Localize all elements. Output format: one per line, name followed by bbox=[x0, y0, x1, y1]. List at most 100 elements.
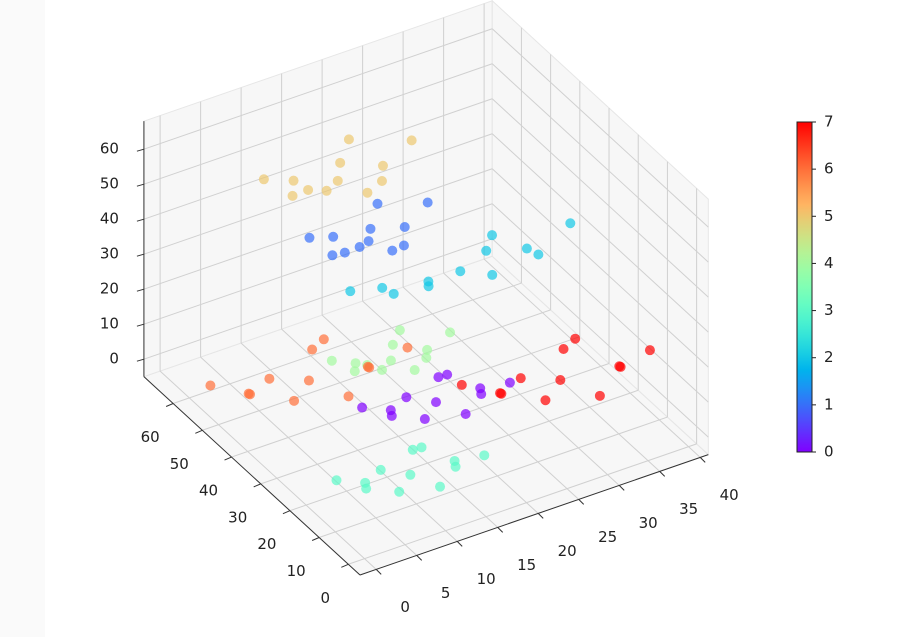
point bbox=[372, 198, 383, 209]
point bbox=[386, 410, 397, 421]
x-grid-line bbox=[483, 258, 701, 458]
point bbox=[377, 282, 388, 293]
point bbox=[555, 374, 566, 385]
point bbox=[570, 333, 581, 344]
y-axis bbox=[143, 376, 361, 576]
x-tick-label: 20 bbox=[558, 542, 577, 560]
point bbox=[328, 231, 339, 242]
point bbox=[362, 361, 373, 372]
y-grid-line bbox=[289, 389, 639, 512]
z-grid-line bbox=[491, 238, 709, 438]
z-tick-label: 20 bbox=[100, 280, 119, 298]
z-tick bbox=[136, 148, 145, 152]
point bbox=[419, 414, 430, 425]
point bbox=[289, 395, 300, 406]
point bbox=[376, 176, 387, 187]
point bbox=[288, 175, 299, 186]
z-grid-line bbox=[143, 168, 493, 290]
point bbox=[398, 240, 409, 251]
z-grid-line bbox=[491, 133, 709, 333]
x-grid-line bbox=[321, 314, 539, 514]
point bbox=[460, 408, 471, 419]
z-grid-line bbox=[143, 203, 493, 325]
x-grid-line bbox=[159, 370, 377, 570]
y-grid-line bbox=[260, 363, 610, 485]
point bbox=[421, 352, 432, 363]
x-tick bbox=[699, 457, 706, 463]
z-grid-line bbox=[491, 28, 709, 228]
point bbox=[357, 402, 368, 413]
point bbox=[504, 377, 515, 388]
x-tick-label: 30 bbox=[639, 514, 658, 532]
colorbar-tick-label: 2 bbox=[824, 348, 834, 366]
point bbox=[594, 390, 605, 401]
x-tick bbox=[618, 485, 625, 491]
point bbox=[423, 276, 434, 287]
y-grid-line bbox=[202, 309, 551, 431]
x-tick bbox=[456, 541, 463, 547]
point bbox=[487, 230, 498, 241]
point bbox=[521, 243, 532, 254]
x-grid-line bbox=[281, 328, 499, 528]
point bbox=[399, 221, 410, 232]
colorbar bbox=[796, 121, 813, 453]
point bbox=[350, 358, 361, 369]
x-tick bbox=[659, 471, 666, 477]
point bbox=[345, 286, 356, 297]
x-tick bbox=[497, 527, 504, 533]
z-grid-line bbox=[143, 238, 493, 360]
point bbox=[533, 249, 544, 260]
point bbox=[565, 218, 576, 229]
y-grid-line bbox=[348, 443, 697, 565]
point bbox=[644, 345, 655, 356]
x-tick-label: 15 bbox=[517, 556, 536, 574]
y-tick-label: 0 bbox=[321, 589, 331, 607]
point bbox=[515, 373, 526, 384]
z-tick-label: 60 bbox=[100, 140, 119, 158]
y-tick bbox=[253, 483, 261, 488]
point bbox=[304, 232, 315, 243]
y-tick bbox=[311, 537, 320, 541]
y-tick bbox=[282, 510, 291, 515]
point bbox=[335, 157, 346, 168]
x-tick-label: 10 bbox=[477, 570, 496, 588]
z-tick bbox=[136, 253, 145, 257]
x-grid-line bbox=[200, 356, 418, 556]
point bbox=[614, 361, 625, 372]
x-tick bbox=[416, 555, 423, 561]
point bbox=[456, 379, 467, 390]
z-grid-line bbox=[491, 168, 709, 368]
z-grid-line bbox=[491, 98, 709, 298]
x-tick-label: 0 bbox=[400, 598, 410, 616]
z-tick-label: 0 bbox=[109, 350, 119, 368]
point bbox=[264, 373, 275, 384]
point bbox=[422, 344, 433, 355]
z-grid-line bbox=[143, 133, 493, 255]
y-grid-line bbox=[172, 282, 522, 404]
point bbox=[445, 327, 456, 338]
z-grid-line bbox=[143, 98, 493, 220]
x-tick bbox=[537, 513, 544, 519]
point bbox=[331, 475, 342, 486]
point bbox=[377, 364, 388, 375]
colorbar-tick-label: 4 bbox=[824, 254, 834, 272]
point bbox=[394, 486, 405, 497]
point bbox=[387, 245, 398, 256]
x-tick-label: 35 bbox=[679, 500, 698, 518]
point bbox=[349, 366, 360, 377]
y-tick bbox=[224, 456, 232, 461]
point bbox=[205, 380, 216, 391]
y-tick bbox=[165, 403, 174, 407]
z-grid-line bbox=[491, 63, 709, 263]
point bbox=[303, 375, 314, 386]
z-grid-line bbox=[143, 28, 493, 150]
z-tick bbox=[136, 288, 145, 292]
point bbox=[321, 185, 332, 196]
x-grid-line bbox=[240, 342, 458, 542]
point bbox=[558, 343, 569, 354]
point bbox=[287, 190, 298, 201]
point bbox=[433, 372, 444, 383]
z-tick-label: 50 bbox=[100, 175, 119, 193]
y-tick-label: 20 bbox=[257, 535, 276, 553]
